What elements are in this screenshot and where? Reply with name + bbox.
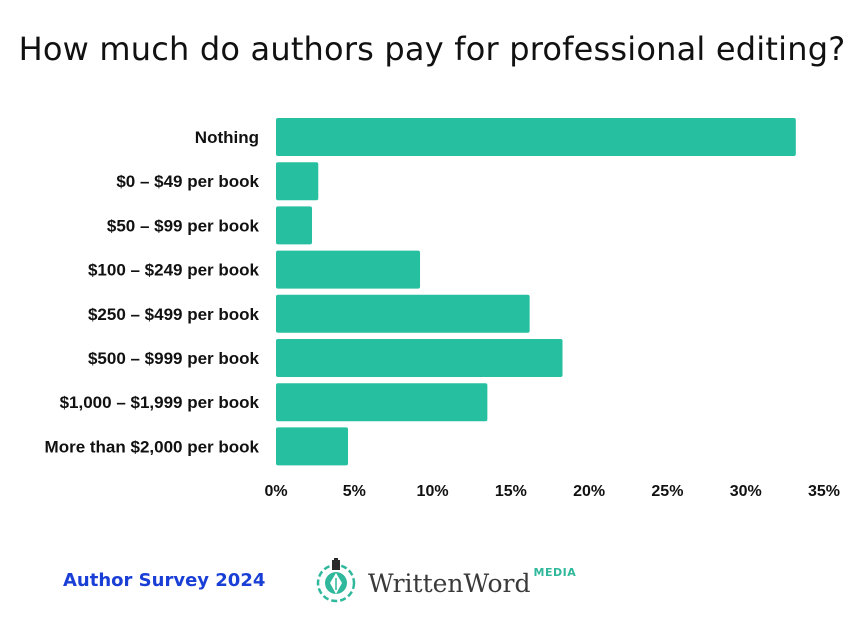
bar [276, 250, 421, 289]
bar [276, 427, 349, 466]
category-label: $500 – $999 per book [88, 349, 260, 368]
chart-title: How much do authors pay for professional… [18, 30, 846, 68]
x-tick-label: 35% [808, 483, 840, 500]
category-label: $50 – $99 per book [107, 216, 260, 235]
x-axis-ticks: 0% 5% 10% 15% 20% 25% 30% 35% [264, 483, 840, 500]
category-label: $1,000 – $1,999 per book [60, 393, 260, 412]
pen-nib-logo-icon [316, 558, 356, 603]
survey-label: Author Survey 2024 [63, 570, 266, 591]
category-labels: Nothing $0 – $49 per book $50 – $99 per bo… [45, 128, 260, 456]
category-label: Nothing [195, 128, 259, 147]
category-label: $100 – $249 per book [88, 261, 260, 280]
category-label: More than $2,000 per book [45, 437, 260, 456]
category-label: $0 – $49 per book [116, 172, 259, 191]
logo-media-suffix: MEDIA [533, 565, 577, 579]
bar [276, 383, 488, 422]
x-tick-label: 10% [417, 483, 449, 500]
x-tick-label: 25% [651, 483, 683, 500]
bar [276, 339, 563, 377]
bar [276, 118, 796, 156]
bar [276, 294, 530, 333]
x-tick-label: 20% [573, 483, 605, 500]
writtenword-logo: WrittenWord MEDIA [312, 556, 576, 608]
x-tick-label: 5% [343, 483, 366, 500]
x-tick-label: 0% [264, 483, 287, 500]
bars-group [276, 118, 796, 466]
logo-wordmark: WrittenWord [368, 568, 531, 598]
category-label: $250 – $499 per book [88, 305, 260, 324]
x-tick-label: 15% [495, 483, 527, 500]
bar [276, 206, 313, 245]
bar [276, 162, 319, 201]
x-tick-label: 30% [730, 483, 762, 500]
